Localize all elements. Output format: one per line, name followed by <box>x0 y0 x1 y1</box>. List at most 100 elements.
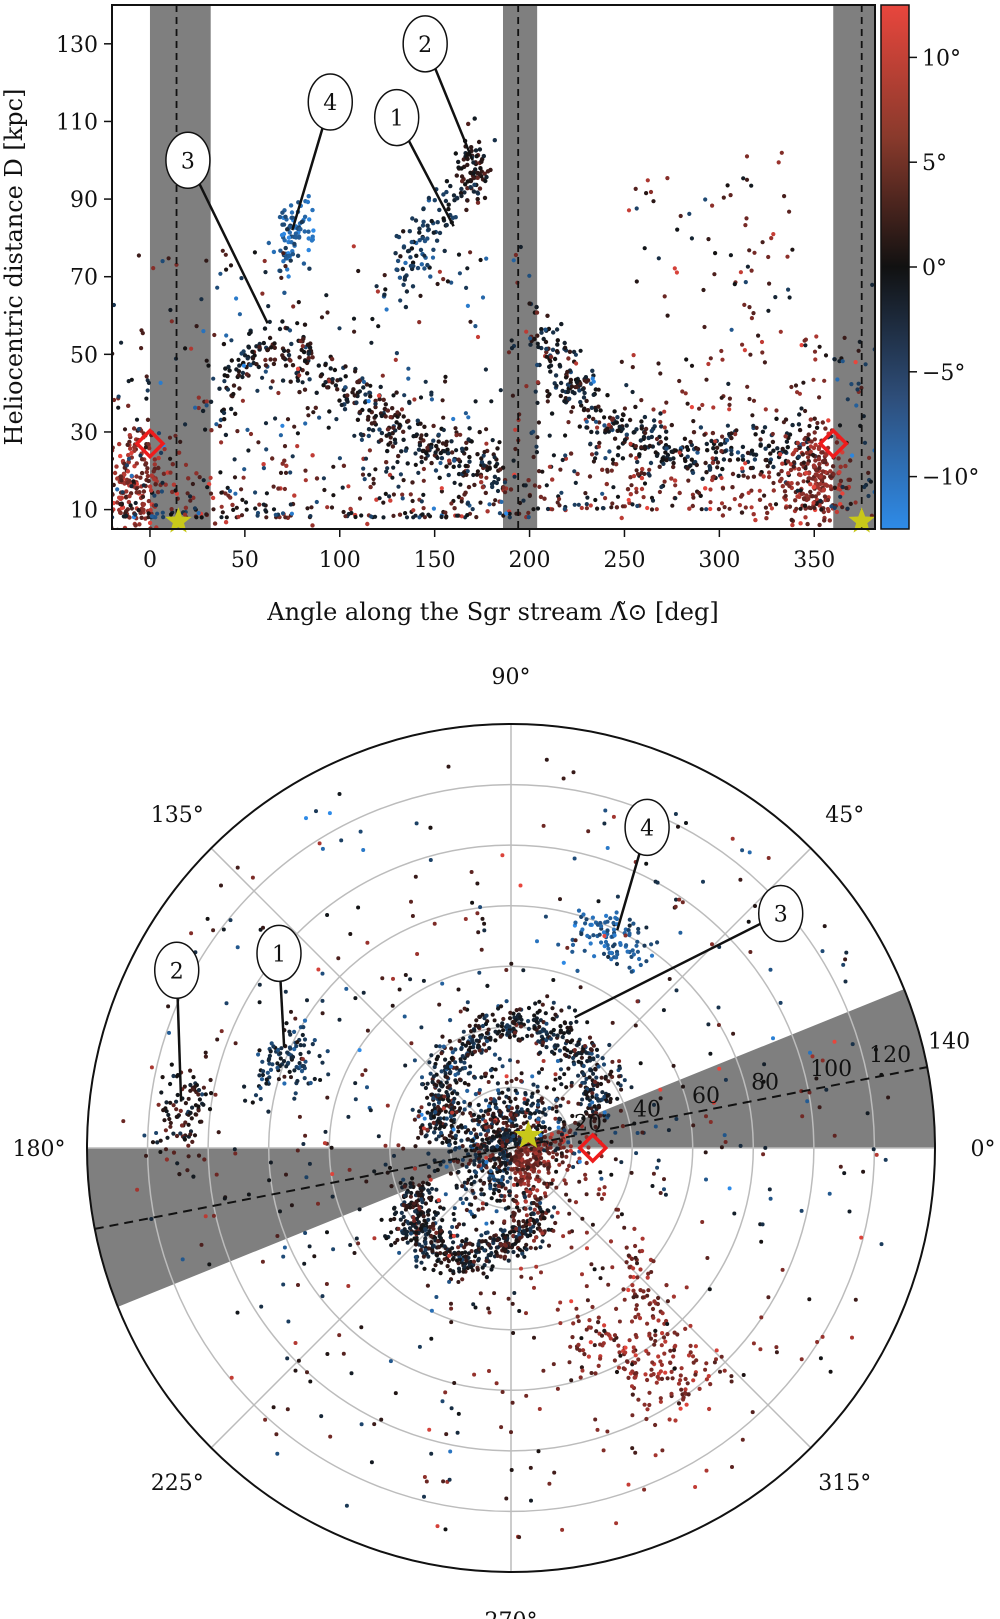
top-data-point <box>542 496 547 501</box>
top-data-point <box>383 491 388 496</box>
polar-data-point <box>499 1181 504 1186</box>
top-data-point <box>808 449 813 454</box>
polar-data-point <box>422 1218 427 1223</box>
polar-data-point <box>446 1098 451 1103</box>
top-data-point <box>160 510 165 515</box>
top-data-point <box>779 468 784 474</box>
top-data-point <box>460 179 465 184</box>
y-tick-label: 10 <box>70 499 98 524</box>
top-data-point <box>240 370 246 376</box>
polar-data-point <box>600 1056 605 1061</box>
top-data-point <box>713 450 719 455</box>
top-data-point <box>642 446 648 451</box>
top-data-point <box>397 422 402 427</box>
polar-data-point <box>301 1043 307 1048</box>
top-data-point <box>151 469 156 474</box>
top-data-point <box>804 470 809 476</box>
top-data-point <box>744 154 750 159</box>
top-data-point <box>534 450 540 455</box>
top-data-point <box>306 229 311 234</box>
polar-data-point <box>188 1068 193 1073</box>
top-data-point <box>117 495 122 500</box>
top-data-point <box>845 506 850 511</box>
top-data-point <box>351 316 357 321</box>
top-data-point <box>191 495 196 500</box>
top-data-point <box>700 402 705 408</box>
top-data-point <box>306 351 311 356</box>
top-data-point <box>125 442 130 447</box>
polar-data-point <box>500 1021 505 1026</box>
top-data-point <box>429 218 434 224</box>
top-data-point <box>244 372 250 377</box>
top-data-point <box>573 352 579 357</box>
top-data-point <box>405 249 411 254</box>
top-data-point <box>468 185 473 190</box>
top-data-point <box>197 475 202 480</box>
polar-data-point <box>464 1148 469 1153</box>
polar-data-point <box>447 1133 452 1138</box>
top-data-point <box>734 428 739 433</box>
top-data-point <box>208 491 214 496</box>
polar-data-point <box>205 916 210 921</box>
top-data-point <box>212 521 218 526</box>
top-data-point <box>362 477 367 482</box>
polar-data-point <box>463 1130 468 1135</box>
top-data-point <box>254 362 259 367</box>
top-data-point <box>106 462 110 466</box>
polar-data-point <box>531 1218 536 1223</box>
polar-data-point <box>457 1077 462 1082</box>
polar-data-point <box>537 1024 542 1029</box>
top-data-point <box>850 453 855 458</box>
polar-data-point <box>435 1258 440 1264</box>
polar-data-point <box>403 973 408 977</box>
top-data-point <box>774 408 779 413</box>
polar-data-point <box>477 1115 482 1120</box>
top-data-point <box>98 462 102 466</box>
top-data-point <box>342 407 348 412</box>
top-data-point <box>223 520 229 525</box>
top-data-point <box>831 472 836 477</box>
polar-data-point <box>697 1386 702 1391</box>
polar-data-point <box>372 1169 377 1174</box>
top-data-point <box>401 245 407 250</box>
polar-data-point <box>596 1320 601 1325</box>
polar-data-point <box>647 1402 652 1408</box>
top-data-point <box>762 360 768 365</box>
top-data-point <box>223 366 228 371</box>
top-data-point <box>445 447 450 452</box>
polar-data-point <box>656 1158 661 1163</box>
top-data-point <box>394 420 399 425</box>
top-data-point <box>690 470 696 475</box>
top-data-point <box>351 244 356 249</box>
top-data-point <box>186 476 191 481</box>
top-data-point <box>526 515 531 520</box>
polar-data-point <box>174 1133 180 1139</box>
top-data-point <box>774 416 779 421</box>
sun-star-icon <box>165 507 192 533</box>
top-data-point <box>536 344 541 350</box>
polar-data-point <box>570 1038 575 1043</box>
polar-data-point <box>444 1116 449 1121</box>
top-data-point <box>464 446 469 451</box>
polar-data-point <box>499 1004 504 1009</box>
polar-data-point <box>518 1171 523 1176</box>
top-data-point <box>742 302 747 307</box>
polar-data-point <box>178 1108 183 1113</box>
top-data-point <box>538 494 544 500</box>
polar-data-point <box>669 1391 674 1396</box>
top-data-point <box>568 380 573 385</box>
polar-data-point <box>415 952 420 956</box>
top-data-point <box>169 319 174 324</box>
top-data-point <box>783 449 788 454</box>
polar-data-point <box>582 948 587 953</box>
polar-data-point <box>448 1114 453 1119</box>
top-data-point <box>859 385 864 390</box>
top-data-point <box>133 500 138 506</box>
polar-data-point <box>676 1401 682 1406</box>
polar-data-point <box>529 1094 534 1099</box>
top-data-point <box>290 252 296 257</box>
top-data-point <box>445 279 450 284</box>
polar-data-point <box>495 1144 500 1149</box>
top-data-point <box>688 439 693 445</box>
top-data-point <box>385 448 390 454</box>
